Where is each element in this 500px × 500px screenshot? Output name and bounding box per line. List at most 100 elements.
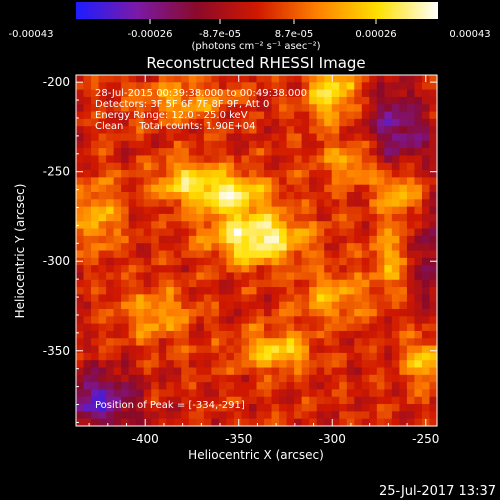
heatmap-cell (414, 243, 423, 252)
heatmap-cell (196, 199, 205, 208)
heatmap-cell (361, 323, 370, 332)
heatmap-cell (271, 345, 280, 354)
heatmap-cell (248, 287, 258, 295)
heatmap-cell (294, 133, 303, 142)
heatmap-cell (414, 389, 423, 398)
heatmap-cell (83, 250, 92, 259)
heatmap-cell (271, 228, 280, 237)
heatmap-cell (188, 184, 197, 193)
heatmap-cell (369, 206, 378, 215)
heatmap-cell (136, 316, 145, 325)
heatmap-cell (173, 345, 182, 354)
heatmap-cell (83, 148, 92, 157)
heatmap-cell (211, 228, 220, 237)
heatmap-cell (128, 148, 137, 157)
heatmap-cell (226, 272, 235, 281)
heatmap-cell (324, 330, 333, 339)
heatmap-cell (226, 96, 235, 105)
heatmap-cell (421, 184, 431, 193)
heatmap-cell (294, 213, 303, 222)
heatmap-cell (196, 235, 205, 244)
heatmap-cell (429, 411, 438, 420)
heatmap-cell (188, 272, 197, 281)
heatmap-cell (151, 162, 160, 171)
heatmap-cell (301, 367, 310, 376)
heatmap-cell (233, 243, 243, 252)
heatmap-cell (188, 148, 197, 157)
heatmap-cell (331, 382, 340, 391)
heatmap-cell (233, 133, 243, 142)
heatmap-cell (331, 177, 340, 186)
heatmap-cell (429, 382, 438, 391)
heatmap-cell (203, 272, 212, 281)
heatmap-cell (406, 316, 416, 325)
heatmap-cell (241, 177, 250, 186)
heatmap-cell (113, 287, 122, 295)
heatmap-cell (143, 272, 152, 281)
heatmap-cell (369, 199, 378, 208)
heatmap-cell (196, 389, 205, 398)
heatmap-cell (233, 360, 243, 369)
heatmap-cell (376, 155, 385, 164)
heatmap-cell (91, 345, 100, 354)
heatmap-cell (346, 228, 355, 237)
heatmap-cell (361, 287, 370, 295)
heatmap-cell (121, 309, 130, 317)
heatmap-cell (226, 374, 235, 383)
heatmap-cell (264, 250, 273, 259)
heatmap-cell (309, 82, 318, 91)
heatmap-cell (241, 199, 250, 208)
heatmap-cell (294, 411, 303, 420)
heatmap-cell (128, 177, 137, 186)
heatmap-cell (286, 279, 295, 288)
heatmap-cell (361, 294, 370, 303)
heatmap-cell (91, 96, 100, 105)
heatmap-cell (399, 265, 408, 274)
heatmap-cell (414, 279, 423, 288)
heatmap-cell (421, 133, 431, 142)
heatmap-cell (421, 235, 431, 244)
heatmap-cell (376, 265, 385, 274)
heatmap-cell (106, 111, 115, 120)
heatmap-cell (331, 360, 340, 369)
heatmap-cell (121, 301, 130, 310)
heatmap-cell (143, 279, 152, 288)
heatmap-cell (188, 389, 197, 398)
heatmap-cell (286, 177, 295, 186)
heatmap-cell (203, 250, 212, 259)
heatmap-cell (391, 418, 400, 427)
heatmap-cell (91, 104, 100, 113)
heatmap-cell (301, 199, 310, 208)
heatmap-cell (166, 338, 175, 347)
heatmap-cell (286, 301, 295, 310)
heatmap-cell (361, 265, 370, 274)
heatmap-cell (301, 257, 310, 266)
heatmap-cell (218, 148, 228, 157)
heatmap-cell (181, 338, 190, 347)
heatmap-cell (158, 243, 167, 252)
heatmap-cell (188, 338, 197, 347)
heatmap-cell (301, 118, 310, 127)
heatmap-cell (233, 272, 243, 281)
heatmap-cell (173, 382, 182, 391)
heatmap-cell (83, 257, 92, 266)
heatmap-cell (294, 111, 303, 120)
heatmap-cell (406, 411, 416, 420)
heatmap-cell (151, 170, 160, 178)
heatmap-cell (76, 287, 85, 295)
heatmap-cell (429, 192, 438, 200)
heatmap-cell (98, 177, 107, 186)
heatmap-cell (83, 118, 92, 127)
heatmap-cell (128, 338, 137, 347)
heatmap-cell (414, 294, 423, 303)
heatmap-cell (309, 235, 318, 244)
heatmap-cell (294, 177, 303, 186)
heatmap-cell (83, 396, 92, 405)
heatmap-cell (106, 235, 115, 244)
heatmap-cell (264, 352, 273, 361)
heatmap-cell (173, 118, 182, 127)
heatmap-cell (188, 96, 197, 105)
heatmap-cell (128, 404, 137, 412)
heatmap-cell (226, 404, 235, 412)
heatmap-cell (264, 221, 273, 230)
